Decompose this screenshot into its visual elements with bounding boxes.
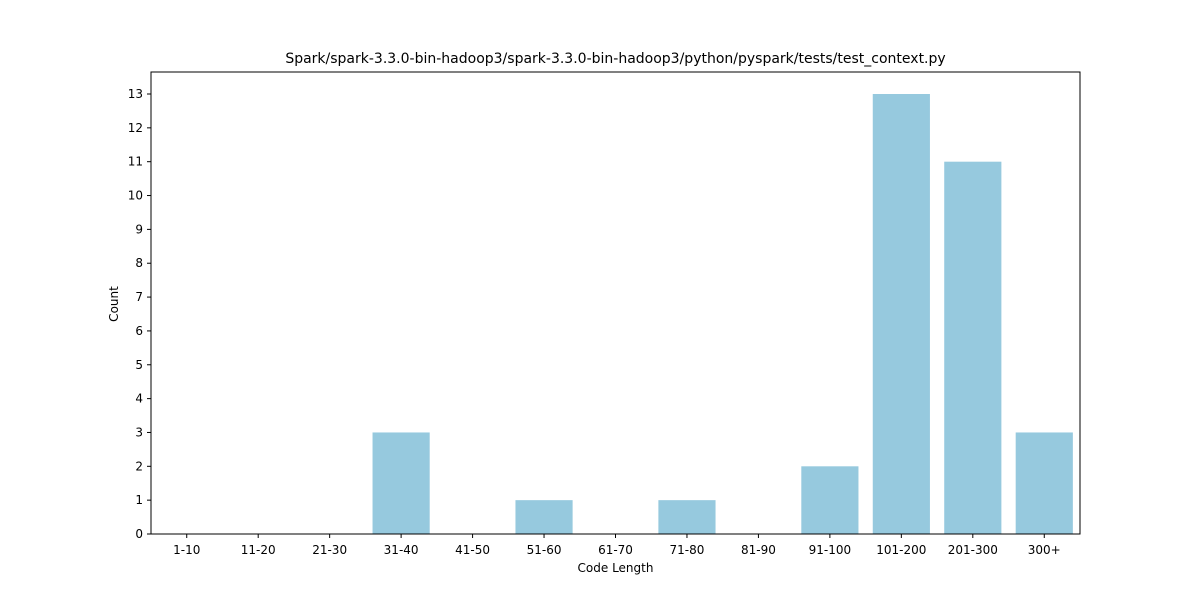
- x-tick-label: 31-40: [384, 543, 419, 557]
- y-tick-label: 0: [135, 527, 143, 541]
- y-tick-label: 9: [135, 222, 143, 236]
- x-axis-label: Code Length: [578, 561, 654, 575]
- x-tick-label: 1-10: [173, 543, 200, 557]
- y-tick-label: 6: [135, 324, 143, 338]
- y-tick-label: 7: [135, 290, 143, 304]
- x-tick-label: 201-300: [948, 543, 998, 557]
- chart-title: Spark/spark-3.3.0-bin-hadoop3/spark-3.3.…: [285, 51, 945, 67]
- x-tick-label: 71-80: [670, 543, 705, 557]
- y-tick-label: 11: [128, 155, 143, 169]
- x-tick-label: 51-60: [527, 543, 562, 557]
- bars-layer: [372, 94, 1073, 534]
- y-tick-label: 12: [128, 121, 143, 135]
- y-tick-label: 5: [135, 358, 143, 372]
- y-tick-label: 8: [135, 256, 143, 270]
- x-tick-label: 300+: [1028, 543, 1061, 557]
- x-tick-label: 91-100: [809, 543, 852, 557]
- plot-frame: [150, 71, 1081, 535]
- x-tick-label: 81-90: [741, 543, 776, 557]
- y-tick-label: 3: [135, 425, 143, 439]
- y-tick-label: 2: [135, 459, 143, 473]
- y-tick-label: 13: [128, 87, 143, 101]
- bar-101-200: [872, 94, 930, 534]
- bar-31-40: [372, 432, 430, 534]
- bar-300+: [1015, 432, 1073, 534]
- bar-51-60: [515, 500, 573, 534]
- y-tick-label: 4: [135, 392, 143, 406]
- x-axis-ticks: 1-10 11-20 21-30 31-40 41-50 51-60 61-70 71-80 8…: [173, 534, 1061, 557]
- x-tick-label: 61-70: [598, 543, 633, 557]
- bar-91-100: [801, 466, 859, 534]
- y-tick-label: 1: [135, 493, 143, 507]
- bar-71-80: [658, 500, 716, 534]
- x-tick-label: 101-200: [876, 543, 926, 557]
- x-tick-label: 21-30: [312, 543, 347, 557]
- x-tick-label: 11-20: [241, 543, 276, 557]
- y-tick-label: 10: [128, 189, 143, 203]
- x-tick-label: 41-50: [455, 543, 490, 557]
- y-axis-label: Count: [107, 286, 121, 322]
- bar-201-300: [944, 161, 1002, 534]
